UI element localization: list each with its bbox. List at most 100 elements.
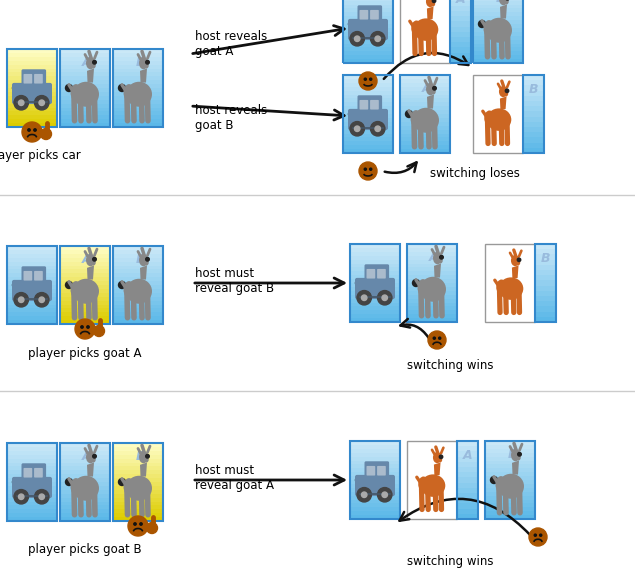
Bar	[473, 4, 523, 8]
Circle shape	[350, 121, 364, 136]
Bar	[343, 79, 393, 83]
FancyBboxPatch shape	[22, 266, 46, 284]
Bar	[400, 145, 450, 149]
Bar	[60, 284, 110, 289]
Bar	[60, 68, 110, 73]
Bar	[485, 483, 535, 488]
Bar	[113, 478, 163, 482]
Bar	[343, 23, 393, 28]
Bar	[60, 497, 110, 502]
Bar	[7, 99, 57, 104]
Bar	[60, 250, 110, 254]
Bar	[60, 122, 110, 127]
Bar	[113, 103, 163, 107]
Bar	[407, 247, 457, 252]
Bar	[343, 47, 393, 52]
Circle shape	[518, 258, 521, 261]
Bar	[400, 90, 450, 94]
Circle shape	[375, 36, 380, 42]
Circle shape	[147, 523, 157, 533]
Bar	[60, 300, 110, 305]
Bar	[473, 35, 523, 40]
Ellipse shape	[431, 88, 436, 94]
Bar	[7, 312, 57, 316]
Bar	[7, 87, 57, 92]
Circle shape	[378, 291, 392, 305]
Ellipse shape	[126, 476, 152, 500]
Circle shape	[357, 291, 371, 305]
Bar	[407, 271, 457, 275]
Bar	[350, 244, 400, 322]
Circle shape	[439, 455, 443, 458]
Bar	[7, 304, 57, 308]
FancyBboxPatch shape	[364, 461, 389, 479]
Bar	[7, 505, 57, 509]
Circle shape	[34, 292, 49, 307]
Ellipse shape	[486, 108, 511, 131]
Bar	[7, 292, 57, 297]
Bar	[60, 458, 110, 462]
FancyBboxPatch shape	[366, 466, 375, 476]
Circle shape	[119, 479, 126, 485]
Bar	[60, 470, 110, 474]
Bar	[473, 47, 523, 52]
Bar	[350, 275, 400, 279]
Circle shape	[18, 100, 24, 105]
Bar	[485, 479, 535, 484]
FancyBboxPatch shape	[23, 271, 32, 281]
Bar	[343, 114, 393, 118]
Bar	[7, 316, 57, 320]
Polygon shape	[140, 69, 147, 83]
Bar	[60, 115, 110, 119]
Bar	[113, 485, 163, 490]
Bar	[113, 60, 163, 64]
Bar	[60, 257, 110, 261]
Bar	[7, 470, 57, 474]
Text: switching wins: switching wins	[407, 359, 493, 372]
FancyBboxPatch shape	[23, 74, 32, 84]
Bar	[113, 458, 163, 462]
Bar	[113, 489, 163, 493]
Bar	[473, 75, 523, 153]
Ellipse shape	[433, 252, 442, 264]
Ellipse shape	[516, 260, 520, 265]
Bar	[60, 450, 110, 455]
Bar	[473, 0, 523, 5]
Bar	[485, 441, 535, 519]
Bar	[60, 49, 110, 127]
Circle shape	[14, 292, 29, 307]
Bar	[450, 21, 471, 26]
Ellipse shape	[418, 476, 429, 492]
Bar	[60, 319, 110, 324]
Bar	[60, 49, 110, 53]
Bar	[113, 509, 163, 513]
Ellipse shape	[499, 86, 507, 97]
Bar	[60, 76, 110, 80]
FancyBboxPatch shape	[12, 83, 52, 104]
Bar	[113, 493, 163, 498]
Bar	[400, 110, 450, 114]
Bar	[60, 107, 110, 111]
Text: player picks goat A: player picks goat A	[28, 346, 142, 359]
Bar	[473, 54, 523, 59]
Bar	[7, 466, 57, 471]
Bar	[535, 295, 556, 301]
Bar	[7, 509, 57, 513]
Bar	[523, 101, 544, 106]
Bar	[407, 306, 457, 311]
Bar	[113, 257, 163, 261]
Bar	[535, 285, 556, 291]
Bar	[113, 122, 163, 127]
Bar	[60, 277, 110, 281]
Bar	[113, 281, 163, 285]
Bar	[473, 28, 523, 32]
Circle shape	[14, 96, 29, 110]
Polygon shape	[500, 97, 507, 109]
Bar	[485, 503, 535, 507]
Bar	[473, 19, 523, 24]
Bar	[535, 301, 556, 306]
Bar	[113, 312, 163, 316]
Bar	[450, 0, 471, 1]
Bar	[350, 302, 400, 306]
Bar	[7, 517, 57, 521]
